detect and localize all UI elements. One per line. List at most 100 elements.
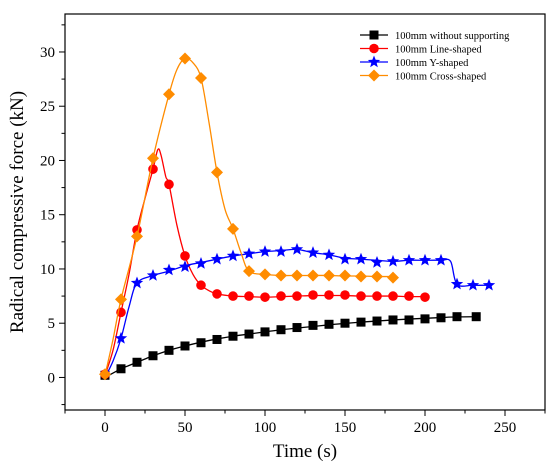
data-point (210, 252, 224, 265)
data-point (306, 246, 320, 258)
legend-swatch-marker (369, 30, 379, 40)
data-point (324, 319, 334, 329)
y-tick-label: 30 (40, 45, 55, 61)
data-point (227, 222, 239, 235)
legend-item: 100mm without supporting (360, 30, 510, 42)
data-point (404, 291, 414, 301)
data-point (211, 166, 223, 179)
data-point (291, 269, 303, 282)
x-tick-label: 100 (254, 420, 277, 436)
data-point (259, 268, 271, 281)
data-point (244, 329, 254, 339)
x-tick-label: 250 (494, 420, 517, 436)
data-point (418, 253, 432, 266)
data-point (115, 293, 127, 306)
data-point (339, 269, 351, 282)
series-100mm-y-shaped (104, 242, 496, 378)
data-point (99, 368, 111, 381)
data-point (164, 179, 174, 190)
legend-item: 100mm Line-shaped (360, 43, 482, 55)
data-point (436, 313, 446, 323)
data-point (322, 248, 336, 261)
legend: 100mm without supporting 100mm Line-shape… (360, 30, 510, 82)
data-point (114, 331, 128, 344)
data-point (388, 291, 398, 301)
data-point (471, 312, 481, 322)
data-point (179, 52, 191, 65)
x-tick-label: 150 (334, 420, 357, 436)
y-tick-label: 25 (40, 99, 55, 115)
data-point (242, 247, 256, 260)
data-point (340, 318, 350, 328)
legend-swatch-marker (367, 55, 381, 68)
data-point (402, 253, 416, 266)
data-point (388, 315, 398, 325)
data-point (356, 317, 366, 327)
data-point (148, 351, 158, 361)
data-point (132, 357, 142, 367)
data-point (194, 257, 208, 269)
data-point (131, 230, 143, 243)
data-point (244, 291, 254, 301)
y-tick-label: 20 (40, 153, 55, 169)
data-point (323, 269, 335, 282)
data-point (340, 290, 350, 300)
data-point (307, 269, 319, 282)
data-point (420, 314, 430, 324)
data-point (434, 253, 448, 266)
data-point (196, 280, 206, 291)
data-point (275, 269, 287, 282)
data-point (180, 251, 190, 261)
data-point (243, 265, 255, 278)
y-tick-label: 10 (40, 262, 55, 278)
data-point (354, 252, 368, 265)
data-point (338, 252, 352, 265)
data-point (147, 152, 159, 165)
series-100mm-cross-shaped (99, 52, 399, 381)
data-point (387, 271, 399, 284)
data-point (116, 364, 126, 374)
data-point (386, 254, 400, 267)
data-point (260, 292, 270, 302)
data-point (450, 277, 464, 290)
data-point (228, 291, 238, 301)
data-point (355, 270, 367, 283)
data-point (292, 323, 302, 333)
y-tick-label: 0 (48, 370, 56, 386)
data-point (276, 291, 286, 301)
legend-label: 100mm Y-shaped (395, 58, 469, 69)
data-point (356, 291, 366, 301)
y-tick-label: 15 (40, 208, 55, 224)
data-point (308, 290, 318, 300)
data-point (420, 292, 430, 302)
legend-item: 100mm Cross-shaped (360, 69, 487, 82)
x-tick-label: 0 (101, 420, 109, 436)
data-point (404, 315, 414, 325)
data-point (308, 320, 318, 330)
legend-item: 100mm Y-shaped (360, 55, 469, 69)
legend-label: 100mm without supporting (395, 31, 510, 42)
axes: 0 50 100 150 200 250 0 5 10 15 20 25 30 (40, 13, 546, 436)
legend-swatch-marker (369, 43, 379, 54)
legend-swatch-marker (368, 69, 380, 82)
data-point (178, 260, 192, 273)
data-point (212, 289, 222, 299)
data-point (163, 88, 175, 101)
data-point (260, 327, 270, 337)
data-point (162, 263, 176, 276)
data-point (290, 242, 304, 255)
data-point (146, 268, 160, 281)
data-point (370, 255, 384, 268)
data-point (324, 290, 334, 300)
series-100mm-without-supporting (100, 312, 481, 380)
data-point (196, 338, 206, 348)
data-point (276, 325, 286, 335)
data-point (130, 276, 144, 289)
data-point (212, 334, 222, 344)
x-tick-label: 200 (414, 420, 437, 436)
y-axis-title: Radical compressive force (kN) (7, 91, 28, 333)
legend-label: 100mm Line-shaped (395, 44, 482, 55)
data-point (371, 270, 383, 283)
data-point (372, 291, 382, 301)
